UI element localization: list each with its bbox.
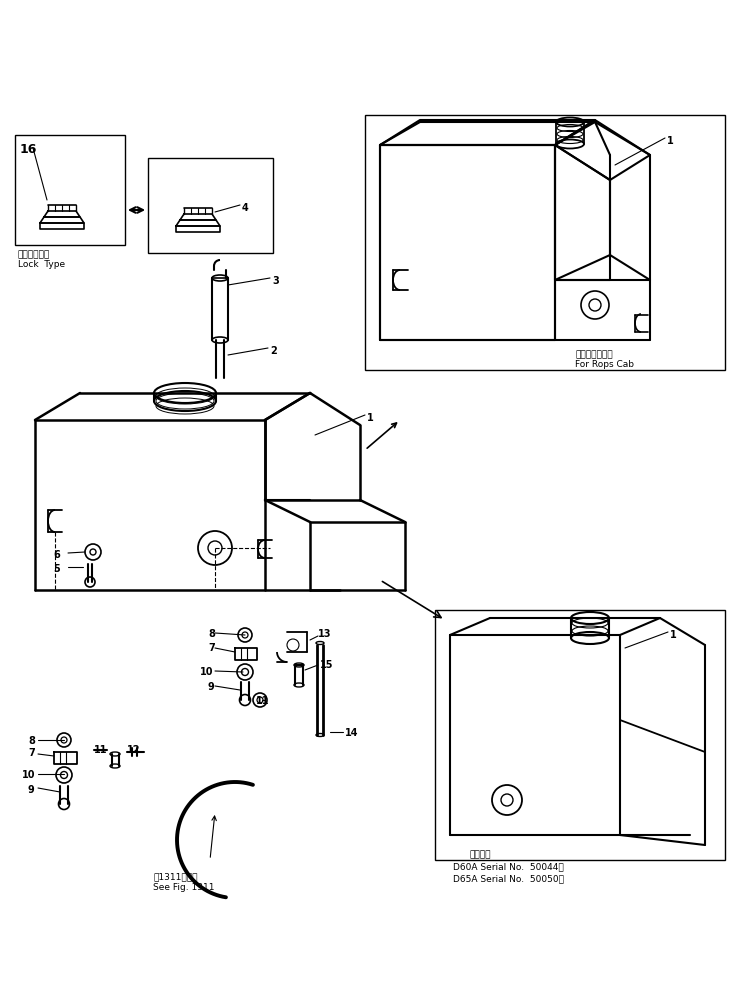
- Text: 1: 1: [670, 630, 676, 640]
- Text: 11: 11: [256, 696, 269, 706]
- Text: 2: 2: [270, 346, 277, 356]
- Text: 9: 9: [208, 682, 215, 692]
- Text: 1: 1: [367, 413, 374, 423]
- Text: For Rops Cab: For Rops Cab: [575, 359, 634, 369]
- Text: 1: 1: [667, 136, 673, 146]
- Text: ロックタイプ: ロックタイプ: [18, 250, 50, 259]
- Text: 13: 13: [318, 629, 331, 639]
- Text: 7: 7: [208, 643, 215, 653]
- Text: Lock  Type: Lock Type: [18, 260, 65, 269]
- Text: 8: 8: [208, 629, 215, 639]
- Text: 9: 9: [28, 785, 35, 795]
- Text: See Fig. 1311: See Fig. 1311: [153, 883, 214, 892]
- Text: 14: 14: [345, 728, 358, 738]
- Text: 10: 10: [22, 770, 35, 780]
- Bar: [365, 115, 725, 370]
- Text: 7: 7: [28, 748, 35, 758]
- Text: 6: 6: [53, 550, 60, 560]
- Text: 4: 4: [242, 203, 249, 213]
- Text: 10: 10: [200, 667, 213, 677]
- Text: D65A Serial No.  50050～: D65A Serial No. 50050～: [453, 874, 564, 883]
- Text: 第1311図参照: 第1311図参照: [153, 872, 197, 881]
- Text: ロプスキャブ用: ロプスキャブ用: [575, 350, 612, 359]
- Text: 適用号機: 適用号機: [470, 850, 492, 859]
- Text: 5: 5: [53, 564, 60, 574]
- Bar: [435, 610, 725, 860]
- Text: 15: 15: [320, 660, 333, 670]
- Text: 3: 3: [272, 276, 279, 286]
- Bar: [148, 158, 273, 253]
- Text: D60A Serial No.  50044～: D60A Serial No. 50044～: [453, 862, 564, 871]
- Bar: [15, 135, 125, 245]
- Text: 12: 12: [127, 745, 141, 755]
- Text: 8: 8: [28, 736, 35, 746]
- Text: 16: 16: [20, 143, 38, 156]
- Text: 11: 11: [94, 745, 107, 755]
